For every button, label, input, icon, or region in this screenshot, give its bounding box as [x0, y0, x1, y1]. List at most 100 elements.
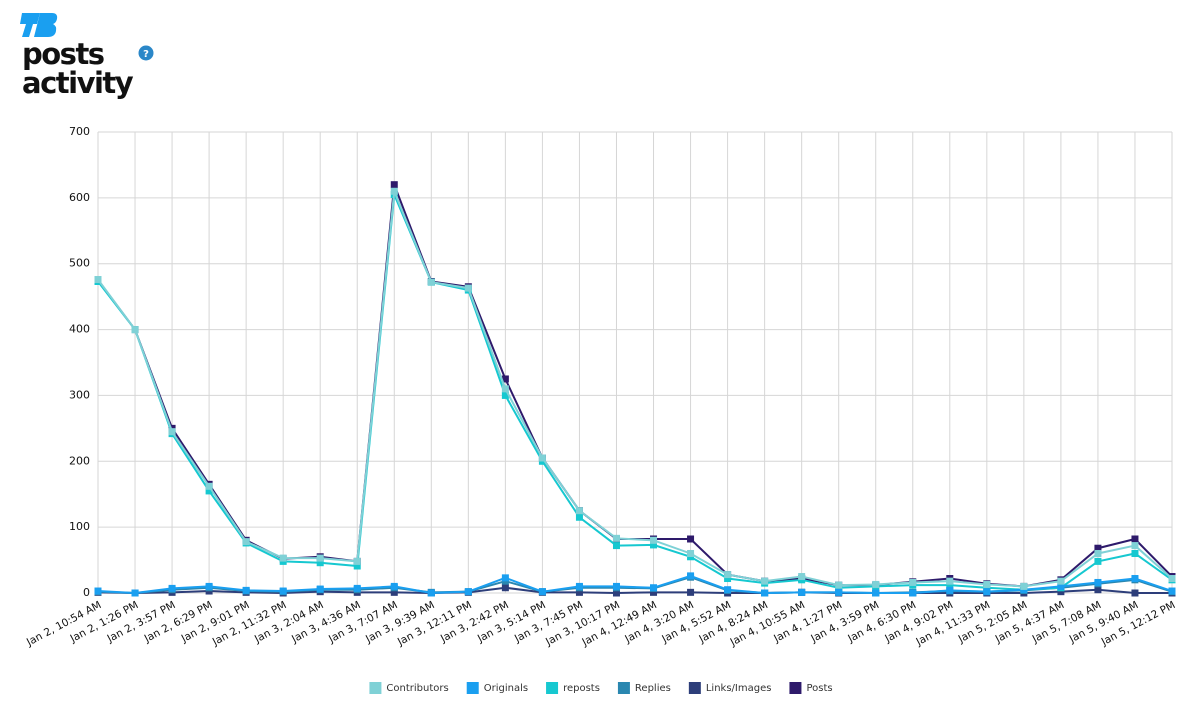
- point: [650, 584, 658, 592]
- point: [835, 588, 843, 596]
- legend-item[interactable]: Replies: [617, 682, 671, 694]
- point: [650, 588, 658, 596]
- legend-swatch: [546, 682, 559, 694]
- point: [872, 589, 880, 597]
- point: [575, 582, 583, 590]
- point: [94, 276, 102, 284]
- y-tick-label: 400: [69, 323, 90, 336]
- point: [242, 586, 250, 594]
- series: [94, 191, 1176, 594]
- point: [538, 588, 546, 596]
- logo-mark: [34, 13, 58, 37]
- point: [168, 584, 176, 592]
- point: [1131, 535, 1139, 543]
- series: [94, 181, 1176, 590]
- point: [1168, 587, 1176, 595]
- point: [501, 391, 509, 399]
- point: [316, 585, 324, 593]
- legend-item[interactable]: Originals: [466, 682, 528, 694]
- point: [1094, 549, 1102, 557]
- line: [97, 574, 1173, 595]
- point: [1131, 542, 1139, 550]
- point: [835, 581, 843, 589]
- line: [97, 190, 1173, 588]
- y-tick-label: 600: [69, 191, 90, 204]
- help-icon-text[interactable]: ?: [143, 49, 149, 60]
- legend-label: Posts: [806, 683, 832, 694]
- point: [1094, 586, 1102, 594]
- point: [1131, 549, 1139, 557]
- point: [687, 572, 695, 580]
- point: [1094, 544, 1102, 552]
- point: [575, 507, 583, 515]
- point: [390, 187, 398, 195]
- point: [131, 589, 139, 597]
- point: [687, 535, 695, 543]
- point: [650, 541, 658, 549]
- legend-swatch: [466, 682, 479, 694]
- point: [909, 578, 917, 586]
- point: [724, 575, 732, 583]
- point: [687, 549, 695, 557]
- title-box: posts activity: [22, 40, 134, 100]
- y-tick-label: 100: [69, 520, 90, 533]
- point: [1094, 578, 1102, 586]
- point: [390, 181, 398, 189]
- point: [501, 375, 509, 383]
- line: [97, 184, 1173, 588]
- y-tick-label: 700: [69, 125, 90, 138]
- legend-swatch: [789, 682, 802, 694]
- point: [724, 571, 732, 579]
- legend-item[interactable]: reposts: [546, 682, 600, 694]
- page-title: posts activity: [22, 40, 134, 100]
- point: [205, 487, 213, 495]
- point: [983, 588, 991, 596]
- point: [946, 581, 954, 589]
- point: [390, 588, 398, 596]
- legend-swatch: [688, 682, 701, 694]
- y-tick-label: 0: [83, 586, 90, 599]
- help-icon[interactable]: [138, 45, 154, 61]
- point: [390, 582, 398, 590]
- y-tick-label: 300: [69, 388, 90, 401]
- logo-mark: [20, 13, 40, 37]
- point: [316, 554, 324, 562]
- legend-item[interactable]: Contributors: [369, 682, 449, 694]
- point: [538, 454, 546, 462]
- legend-label: Originals: [484, 683, 528, 694]
- series: [94, 187, 1176, 590]
- point: [687, 588, 695, 596]
- point: [612, 542, 620, 550]
- point: [316, 559, 324, 567]
- point: [761, 589, 769, 597]
- point: [205, 482, 213, 490]
- point: [946, 586, 954, 594]
- point: [798, 588, 806, 596]
- line: [97, 194, 1173, 591]
- point: [501, 385, 509, 393]
- point: [983, 580, 991, 588]
- point: [131, 326, 139, 334]
- point: [872, 580, 880, 588]
- point: [1057, 582, 1065, 590]
- point: [279, 554, 287, 562]
- point: [353, 562, 361, 570]
- point: [946, 577, 954, 585]
- legend-swatch: [617, 682, 630, 694]
- legend: Contributors Originals reposts Replies Links…: [369, 682, 833, 694]
- point: [650, 536, 658, 544]
- point: [575, 513, 583, 521]
- y-tick-label: 500: [69, 257, 90, 270]
- legend-item[interactable]: Posts: [789, 682, 833, 694]
- legend-label: reposts: [563, 683, 600, 694]
- point: [1020, 582, 1028, 590]
- legend-item[interactable]: Links/Images: [688, 682, 772, 694]
- point: [1168, 575, 1176, 583]
- point: [575, 588, 583, 596]
- legend-label: Links/Images: [706, 683, 772, 694]
- point: [1057, 577, 1065, 585]
- point: [427, 589, 435, 597]
- point: [464, 588, 472, 596]
